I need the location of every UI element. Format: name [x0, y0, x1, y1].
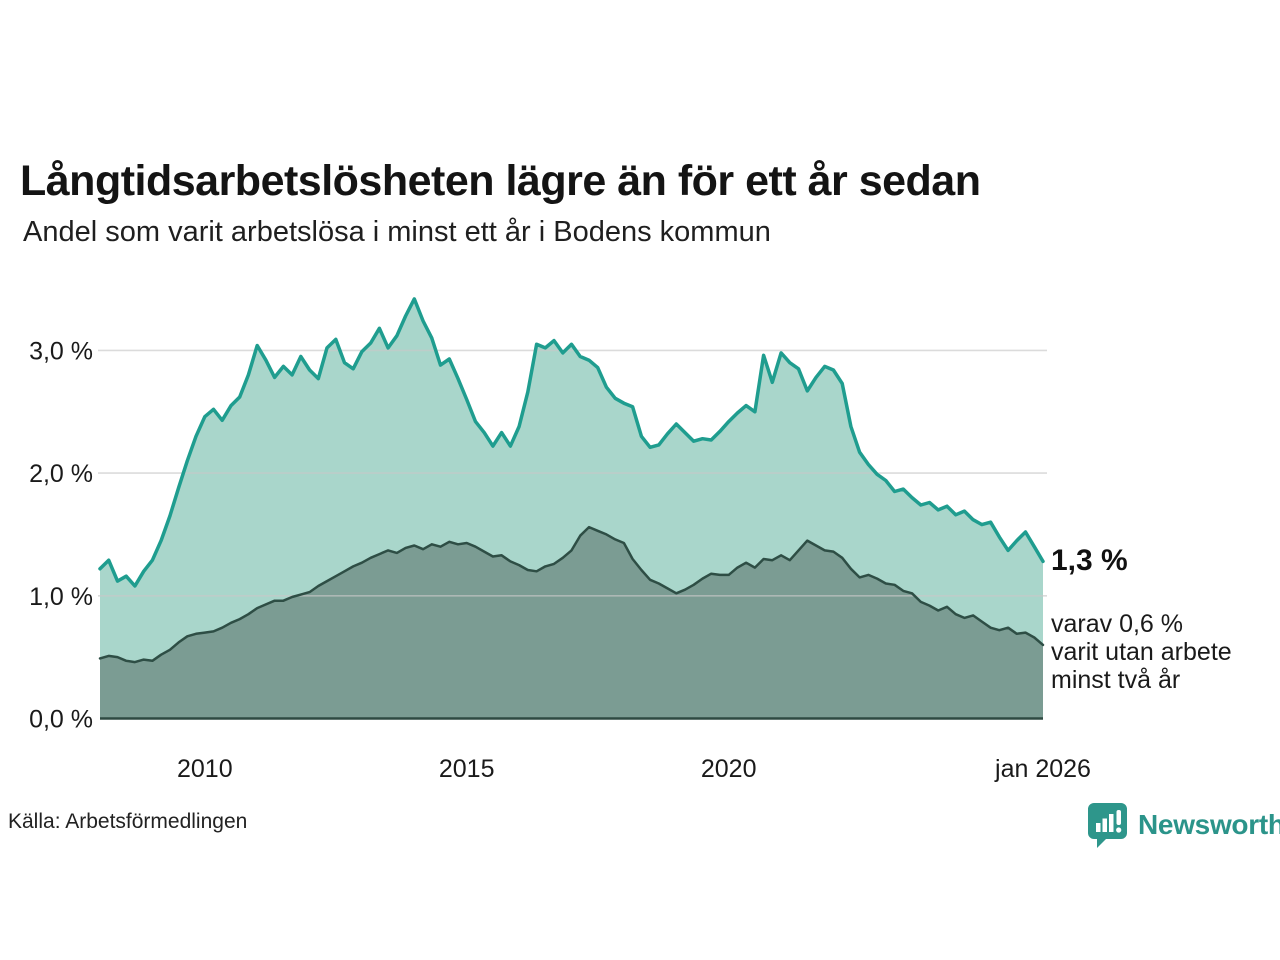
- unemployment-area-chart: 0,0 % 1,0 % 2,0 % 3,0 % 2010 2015 2020 jan 2026: [29, 297, 1091, 783]
- y-tick-label: 0,0 %: [29, 706, 93, 734]
- newsworthy-logo: Newsworthy: [1086, 800, 1280, 850]
- x-tick-label: 2020: [701, 755, 757, 783]
- line-series-1: [98, 525, 1045, 664]
- newsworthy-bar-chart-bubble-icon: [1086, 802, 1128, 849]
- chart-subtitle: Andel som varit arbetslösa i minst ett å…: [23, 216, 771, 248]
- logo-text: Newsworthy: [1138, 809, 1280, 840]
- y-tick-label: 2,0 %: [29, 460, 93, 488]
- x-tick-label: 2010: [177, 755, 233, 783]
- end-value-label: 1,3 %: [1051, 544, 1128, 577]
- area-fill-series-1: [100, 527, 1043, 719]
- line-series-0: [98, 297, 1045, 588]
- y-tick-label: 1,0 %: [29, 583, 93, 611]
- source-attribution: Källa: Arbetsförmedlingen: [8, 810, 248, 833]
- x-tick-label: 2015: [439, 755, 495, 783]
- x-tick-label: jan 2026: [994, 755, 1091, 783]
- y-tick-label: 3,0 %: [29, 337, 93, 365]
- chart-area: 0,0 % 1,0 % 2,0 % 3,0 % 2010 2015 2020 jan 2026: [0, 280, 1280, 790]
- page-title: Långtidsarbetslösheten lägre än för ett …: [20, 156, 981, 205]
- end-note-label: varav 0,6 % varit utan arbete minst två …: [1051, 610, 1232, 694]
